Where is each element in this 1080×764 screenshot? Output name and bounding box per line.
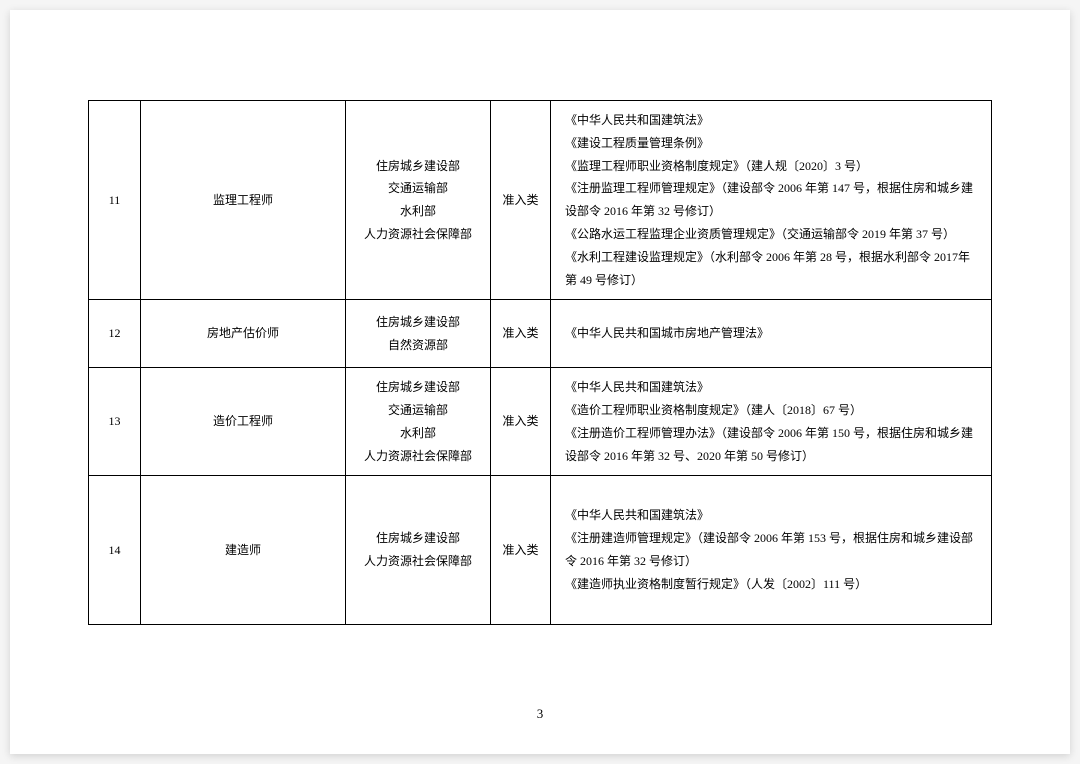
table-row: 13造价工程师住房城乡建设部交通运输部水利部人力资源社会保障部准入类《中华人民共… <box>89 368 992 476</box>
cell-department: 住房城乡建设部交通运输部水利部人力资源社会保障部 <box>346 101 491 300</box>
department-line: 人力资源社会保障部 <box>356 550 480 573</box>
cell-basis: 《中华人民共和国城市房地产管理法》 <box>551 300 992 368</box>
table-row: 14建造师住房城乡建设部人力资源社会保障部准入类《中华人民共和国建筑法》《注册建… <box>89 476 992 624</box>
basis-line: 《注册造价工程师管理办法》（建设部令 2006 年第 150 号，根据住房和城乡… <box>565 422 977 468</box>
department-line: 住房城乡建设部 <box>356 527 480 550</box>
cell-basis: 《中华人民共和国建筑法》《注册建造师管理规定》（建设部令 2006 年第 153… <box>551 476 992 624</box>
basis-line: 《建设工程质量管理条例》 <box>565 132 977 155</box>
cell-department: 住房城乡建设部交通运输部水利部人力资源社会保障部 <box>346 368 491 476</box>
basis-line: 《水利工程建设监理规定》（水利部令 2006 年第 28 号，根据水利部令 20… <box>565 246 977 292</box>
document-page: 11监理工程师住房城乡建设部交通运输部水利部人力资源社会保障部准入类《中华人民共… <box>10 10 1070 754</box>
basis-line: 《中华人民共和国建筑法》 <box>565 376 977 399</box>
department-line: 交通运输部 <box>356 399 480 422</box>
cell-basis: 《中华人民共和国建筑法》《造价工程师职业资格制度规定》（建人〔2018〕67 号… <box>551 368 992 476</box>
department-line: 水利部 <box>356 200 480 223</box>
department-line: 交通运输部 <box>356 177 480 200</box>
table-row: 12房地产估价师住房城乡建设部自然资源部准入类《中华人民共和国城市房地产管理法》 <box>89 300 992 368</box>
basis-line: 《中华人民共和国建筑法》 <box>565 504 977 527</box>
cell-qualification-name: 造价工程师 <box>141 368 346 476</box>
basis-line: 《造价工程师职业资格制度规定》（建人〔2018〕67 号） <box>565 399 977 422</box>
department-line: 住房城乡建设部 <box>356 155 480 178</box>
basis-line: 《中华人民共和国城市房地产管理法》 <box>565 322 977 345</box>
cell-type: 准入类 <box>491 476 551 624</box>
cell-type: 准入类 <box>491 101 551 300</box>
department-line: 住房城乡建设部 <box>356 376 480 399</box>
department-line: 人力资源社会保障部 <box>356 223 480 246</box>
cell-number: 14 <box>89 476 141 624</box>
basis-line: 《中华人民共和国建筑法》 <box>565 109 977 132</box>
cell-qualification-name: 建造师 <box>141 476 346 624</box>
page-number: 3 <box>10 706 1070 722</box>
department-line: 水利部 <box>356 422 480 445</box>
department-line: 人力资源社会保障部 <box>356 445 480 468</box>
table-row: 11监理工程师住房城乡建设部交通运输部水利部人力资源社会保障部准入类《中华人民共… <box>89 101 992 300</box>
cell-number: 13 <box>89 368 141 476</box>
basis-line: 《建造师执业资格制度暂行规定》（人发〔2002〕111 号） <box>565 573 977 596</box>
cell-basis: 《中华人民共和国建筑法》《建设工程质量管理条例》《监理工程师职业资格制度规定》（… <box>551 101 992 300</box>
basis-line: 《注册建造师管理规定》（建设部令 2006 年第 153 号，根据住房和城乡建设… <box>565 527 977 573</box>
department-line: 自然资源部 <box>356 334 480 357</box>
cell-number: 11 <box>89 101 141 300</box>
cell-type: 准入类 <box>491 368 551 476</box>
cell-department: 住房城乡建设部自然资源部 <box>346 300 491 368</box>
department-line: 住房城乡建设部 <box>356 311 480 334</box>
cell-qualification-name: 监理工程师 <box>141 101 346 300</box>
cell-qualification-name: 房地产估价师 <box>141 300 346 368</box>
qualification-table: 11监理工程师住房城乡建设部交通运输部水利部人力资源社会保障部准入类《中华人民共… <box>88 100 992 625</box>
basis-line: 《监理工程师职业资格制度规定》（建人规〔2020〕3 号） <box>565 155 977 178</box>
cell-number: 12 <box>89 300 141 368</box>
basis-line: 《公路水运工程监理企业资质管理规定》（交通运输部令 2019 年第 37 号） <box>565 223 977 246</box>
basis-line: 《注册监理工程师管理规定》（建设部令 2006 年第 147 号，根据住房和城乡… <box>565 177 977 223</box>
cell-department: 住房城乡建设部人力资源社会保障部 <box>346 476 491 624</box>
cell-type: 准入类 <box>491 300 551 368</box>
